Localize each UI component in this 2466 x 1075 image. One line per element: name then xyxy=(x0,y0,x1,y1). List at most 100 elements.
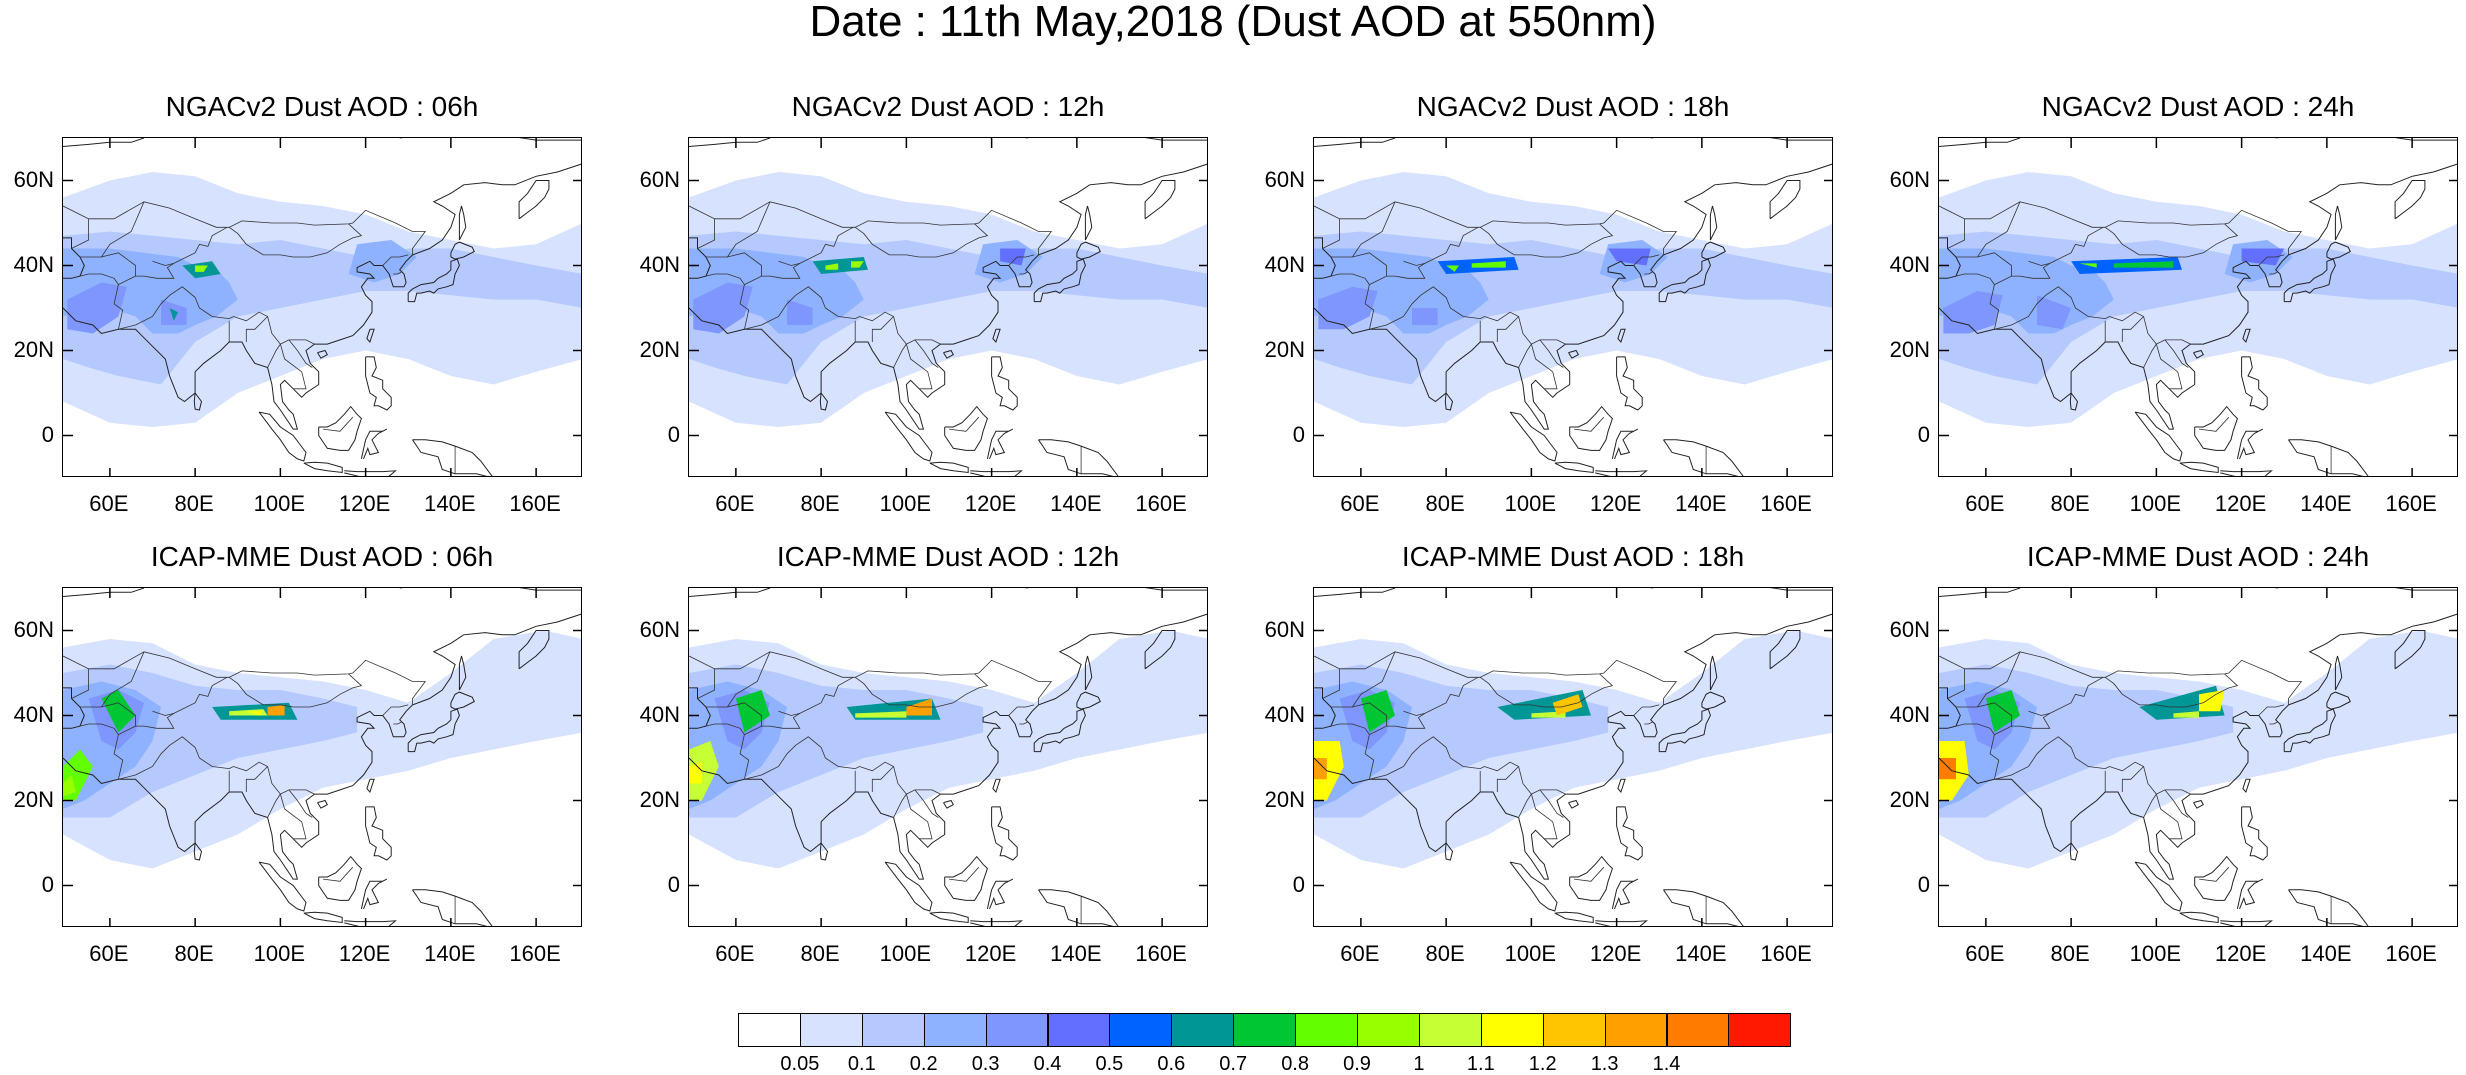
coastline xyxy=(303,911,343,924)
coastline xyxy=(63,588,145,597)
y-axis-label: 60N xyxy=(1889,166,1930,192)
x-axis-label: 160E xyxy=(1135,491,1187,516)
border-line xyxy=(1956,702,2012,727)
coastline xyxy=(2179,911,2219,924)
coastline xyxy=(1314,237,1336,279)
x-axis-label: 100E xyxy=(1504,941,1557,966)
x-axis-label: 100E xyxy=(253,941,306,966)
coastline xyxy=(944,855,988,901)
aod-region xyxy=(1939,248,2114,334)
border-line xyxy=(2269,271,2279,275)
border-line xyxy=(1403,710,1425,716)
x-axis-label: 80E xyxy=(174,491,214,516)
x-axis-label: 160E xyxy=(1135,941,1187,966)
coastline xyxy=(2236,878,2264,910)
colorbar-swatch xyxy=(1295,1013,1358,1047)
border-line xyxy=(293,223,363,258)
aod-region xyxy=(1314,758,1327,780)
coastline xyxy=(1444,392,1454,411)
coastline xyxy=(1595,470,1648,476)
x-axis-label: 160E xyxy=(2385,491,2437,516)
border-line xyxy=(2104,226,2170,258)
aod-region xyxy=(348,240,417,283)
coastline xyxy=(1701,691,1726,710)
border-line xyxy=(1518,793,1532,818)
aod-region xyxy=(1314,741,1344,801)
x-axis-label: 60E xyxy=(1965,941,2005,966)
coastline xyxy=(1595,920,1648,926)
colorbar-swatch xyxy=(1604,1013,1668,1047)
y-axis-label: 20N xyxy=(639,336,680,362)
x-axis-label: 100E xyxy=(879,941,932,966)
border-line xyxy=(727,651,771,708)
border-line xyxy=(1352,201,1396,258)
coastline xyxy=(689,588,771,597)
coastline xyxy=(1709,655,1718,691)
colorbar-swatch xyxy=(1233,1013,1297,1047)
colorbar-swatch xyxy=(1418,1013,1482,1047)
aod-region xyxy=(855,711,907,718)
y-axis-label: 40N xyxy=(639,251,680,277)
coastline xyxy=(689,237,711,279)
y-axis-label: 60N xyxy=(639,616,680,642)
y-axis-label: 40N xyxy=(13,251,54,277)
border-line xyxy=(1364,676,1566,795)
border-line xyxy=(1314,201,1678,255)
border-line xyxy=(293,673,363,708)
x-axis-label: 100E xyxy=(879,491,932,516)
colorbar-swatch xyxy=(738,1013,801,1047)
border-line xyxy=(1479,226,1545,258)
colorbar-swatch xyxy=(1171,1013,1235,1047)
x-axis-label: 160E xyxy=(1760,941,1812,966)
y-axis-label: 0 xyxy=(1292,421,1305,447)
border-line xyxy=(1644,721,1654,725)
border-line xyxy=(382,704,409,716)
border-line xyxy=(1403,260,1425,266)
x-axis-label: 60E xyxy=(1340,491,1380,516)
colorbar-label: 0.1 xyxy=(847,1053,876,1075)
border-line xyxy=(1947,668,1966,699)
border-line xyxy=(1544,673,1614,708)
coastline xyxy=(63,138,145,147)
border-line xyxy=(288,789,313,818)
aod-region xyxy=(1608,248,1651,266)
coastline xyxy=(1709,205,1718,241)
border-line xyxy=(778,710,800,716)
coastline xyxy=(970,920,1023,926)
coastline xyxy=(986,428,1014,460)
border-line xyxy=(1956,252,2012,277)
coastline xyxy=(2134,861,2183,912)
coastline xyxy=(450,241,475,260)
panel-title: ICAP-MME Dust AOD : 12h xyxy=(776,541,1120,572)
border-line xyxy=(727,201,771,258)
colorbar-label: 0.9 xyxy=(1343,1053,1371,1075)
border-line xyxy=(382,254,409,266)
coastline xyxy=(2394,630,2426,670)
border-line xyxy=(1322,218,1341,249)
y-axis-label: 20N xyxy=(1889,336,1930,362)
x-axis-label: 60E xyxy=(89,941,129,966)
coastline xyxy=(1038,889,1119,926)
border-line xyxy=(871,316,894,342)
border-line xyxy=(288,339,313,368)
coastline xyxy=(1076,241,1101,260)
coastline xyxy=(1650,138,1832,141)
y-axis-label: 20N xyxy=(639,786,680,812)
border-line xyxy=(914,339,939,368)
y-axis-label: 60N xyxy=(639,166,680,192)
y-axis-label: 60N xyxy=(13,166,54,192)
coastline xyxy=(1658,708,1711,753)
border-line xyxy=(2164,339,2189,368)
border-line xyxy=(919,673,989,708)
map-svg xyxy=(1314,588,1832,926)
colorbar-swatch xyxy=(1480,1013,1544,1047)
border-line xyxy=(1939,651,2303,705)
coastline xyxy=(1033,708,1086,753)
coastline xyxy=(1611,878,1639,910)
panel-title: NGACv2 Dust AOD : 06h xyxy=(165,91,479,122)
border-line xyxy=(1644,271,1654,275)
y-axis-label: 60N xyxy=(13,616,54,642)
panel-title: ICAP-MME Dust AOD : 06h xyxy=(150,541,494,572)
coastline xyxy=(1939,687,1961,729)
panel-title: NGACv2 Dust AOD : 24h xyxy=(2041,91,2355,122)
